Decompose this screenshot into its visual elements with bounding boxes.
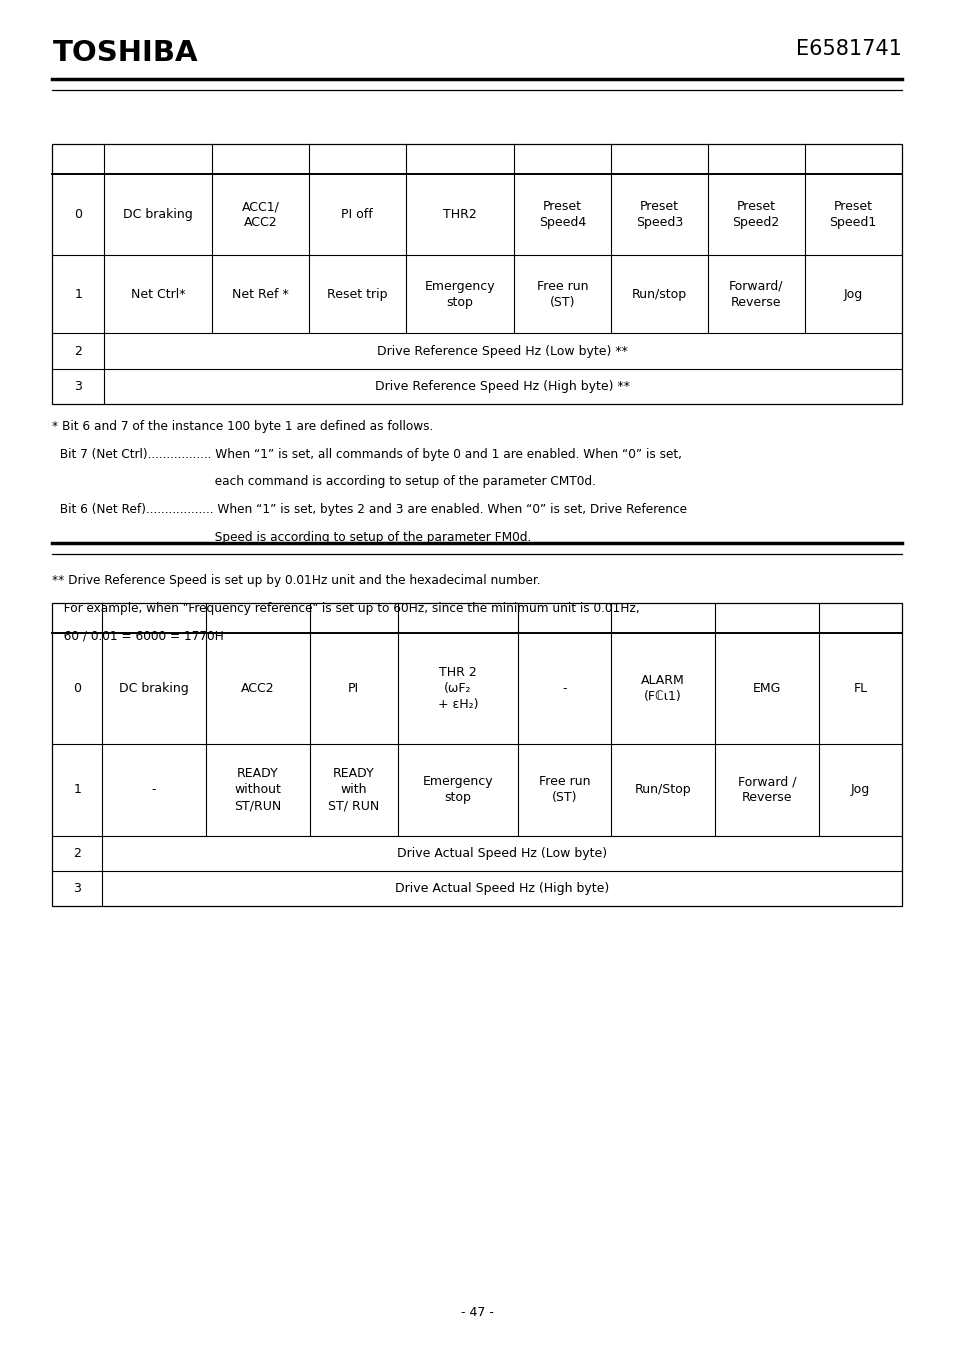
Text: Reset trip: Reset trip (327, 288, 387, 301)
Text: READY
with
ST/ RUN: READY with ST/ RUN (328, 767, 379, 813)
Text: Preset
Speed2: Preset Speed2 (732, 200, 779, 230)
Text: Bit 7 (Net Ctrl)................. When “1” is set, all commands of byte 0 and 1 : Bit 7 (Net Ctrl)................. When “… (52, 447, 681, 460)
Text: READY
without
ST/RUN: READY without ST/RUN (234, 767, 281, 813)
Text: DC braking: DC braking (119, 682, 189, 695)
Text: Drive Reference Speed Hz (Low byte) **: Drive Reference Speed Hz (Low byte) ** (376, 344, 627, 358)
Text: 0: 0 (74, 208, 82, 221)
Text: DC braking: DC braking (123, 208, 193, 221)
Text: E6581741: E6581741 (795, 39, 901, 59)
Text: Net Ctrl*: Net Ctrl* (131, 288, 185, 301)
Text: 0: 0 (73, 682, 81, 695)
Text: Jog: Jog (850, 783, 869, 796)
Text: EMG: EMG (752, 682, 781, 695)
Text: PI off: PI off (341, 208, 373, 221)
Text: TOSHIBA: TOSHIBA (52, 39, 198, 68)
Text: 1: 1 (73, 783, 81, 796)
Text: ACC2: ACC2 (241, 682, 274, 695)
Text: PI: PI (348, 682, 359, 695)
Text: Drive Reference Speed Hz (High byte) **: Drive Reference Speed Hz (High byte) ** (375, 379, 630, 393)
Text: Bit 6 (Net Ref).................. When “1” is set, bytes 2 and 3 are enabled. Wh: Bit 6 (Net Ref).................. When “… (52, 502, 687, 516)
Text: Speed is according to setup of the parameter FМ0d.: Speed is according to setup of the param… (52, 531, 531, 544)
Text: Run/stop: Run/stop (631, 288, 686, 301)
Text: FL: FL (853, 682, 866, 695)
Text: For example, when "Frequency reference" is set up to 60Hz, since the minimum uni: For example, when "Frequency reference" … (52, 602, 639, 616)
Text: ** Drive Reference Speed is set up by 0.01Hz unit and the hexadecimal number.: ** Drive Reference Speed is set up by 0.… (52, 574, 540, 587)
Bar (52, 603, 901, 906)
Text: -: - (152, 783, 156, 796)
Text: 3: 3 (73, 882, 81, 895)
Text: ACC1/
ACC2: ACC1/ ACC2 (241, 200, 279, 230)
Text: each command is according to setup of the parameter СМТ0d.: each command is according to setup of th… (52, 475, 596, 489)
Text: THR2: THR2 (442, 208, 476, 221)
Text: Forward /
Reverse: Forward / Reverse (738, 775, 796, 805)
Bar (52, 144, 901, 404)
Text: Preset
Speed4: Preset Speed4 (538, 200, 585, 230)
Text: Emergency
stop: Emergency stop (424, 279, 495, 309)
Text: Forward/
Reverse: Forward/ Reverse (728, 279, 782, 309)
Text: 60 / 0.01 = 6000 = 1770H: 60 / 0.01 = 6000 = 1770H (52, 629, 224, 643)
Text: Drive Actual Speed Hz (Low byte): Drive Actual Speed Hz (Low byte) (396, 846, 606, 860)
Text: 2: 2 (74, 344, 82, 358)
Text: Emergency
stop: Emergency stop (422, 775, 493, 805)
Text: ALARM
(Fℂι1): ALARM (Fℂι1) (640, 674, 684, 703)
Text: - 47 -: - 47 - (460, 1305, 493, 1319)
Text: * Bit 6 and 7 of the instance 100 byte 1 are defined as follows.: * Bit 6 and 7 of the instance 100 byte 1… (52, 420, 434, 433)
Text: Preset
Speed1: Preset Speed1 (828, 200, 876, 230)
Text: Free run
(ST): Free run (ST) (537, 279, 588, 309)
Text: 3: 3 (74, 379, 82, 393)
Text: 1: 1 (74, 288, 82, 301)
Text: Drive Actual Speed Hz (High byte): Drive Actual Speed Hz (High byte) (395, 882, 608, 895)
Text: 2: 2 (73, 846, 81, 860)
Text: -: - (562, 682, 566, 695)
Text: Preset
Speed3: Preset Speed3 (635, 200, 682, 230)
Text: Free run
(ST): Free run (ST) (538, 775, 590, 805)
Text: Jog: Jog (842, 288, 862, 301)
Text: THR 2
(ωF₂
+ εH₂): THR 2 (ωF₂ + εH₂) (437, 666, 477, 711)
Text: Run/Stop: Run/Stop (635, 783, 691, 796)
Text: Net Ref *: Net Ref * (232, 288, 289, 301)
